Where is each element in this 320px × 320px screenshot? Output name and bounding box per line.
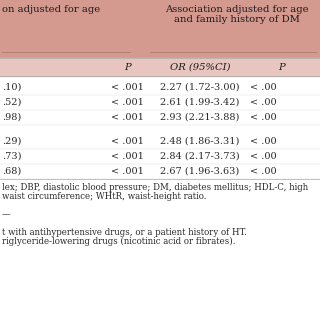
Text: riglyceride-lowering drugs (nicotinic acid or fibrates).: riglyceride-lowering drugs (nicotinic ac… [2,237,236,246]
Text: < .001: < .001 [111,137,144,146]
Text: 2.48 (1.86-3.31): 2.48 (1.86-3.31) [160,137,240,146]
Text: < .00: < .00 [250,113,276,122]
Text: < .00: < .00 [250,152,276,161]
Text: P: P [124,62,131,71]
Text: .10): .10) [2,83,21,92]
Text: < .00: < .00 [250,137,276,146]
Text: .73): .73) [2,152,21,161]
Text: P: P [278,62,285,71]
Bar [0,0,320,58]
Text: < .001: < .001 [111,152,144,161]
Text: < .001: < .001 [111,83,144,92]
Text: < .00: < .00 [250,83,276,92]
Text: < .00: < .00 [250,98,276,107]
Text: 2.93 (2.21-3.88): 2.93 (2.21-3.88) [160,113,240,122]
Text: 2.27 (1.72-3.00): 2.27 (1.72-3.00) [160,83,240,92]
Text: < .00: < .00 [250,167,276,176]
Text: t with antihypertensive drugs, or a patient history of HT.: t with antihypertensive drugs, or a pati… [2,228,247,237]
Text: 2.84 (2.17-3.73): 2.84 (2.17-3.73) [160,152,240,161]
Bar [0,58,320,76]
Text: .68): .68) [2,167,21,176]
Text: .29): .29) [2,137,21,146]
Text: .98): .98) [2,113,21,122]
Text: OR (95%CI): OR (95%CI) [170,62,230,71]
Text: < .001: < .001 [111,113,144,122]
Text: 2.61 (1.99-3.42): 2.61 (1.99-3.42) [160,98,240,107]
Text: Association adjusted for age
and family history of DM: Association adjusted for age and family … [165,5,308,24]
Text: —: — [2,210,11,219]
Text: 2.67 (1.96-3.63): 2.67 (1.96-3.63) [160,167,240,176]
Text: < .001: < .001 [111,167,144,176]
Text: on adjusted for age: on adjusted for age [2,5,100,14]
Text: waist circumference; WHtR, waist-height ratio.: waist circumference; WHtR, waist-height … [2,192,206,201]
Text: lex; DBP, diastolic blood pressure; DM, diabetes mellitus; HDL-C, high: lex; DBP, diastolic blood pressure; DM, … [2,183,308,192]
Text: .52): .52) [2,98,21,107]
Text: < .001: < .001 [111,98,144,107]
